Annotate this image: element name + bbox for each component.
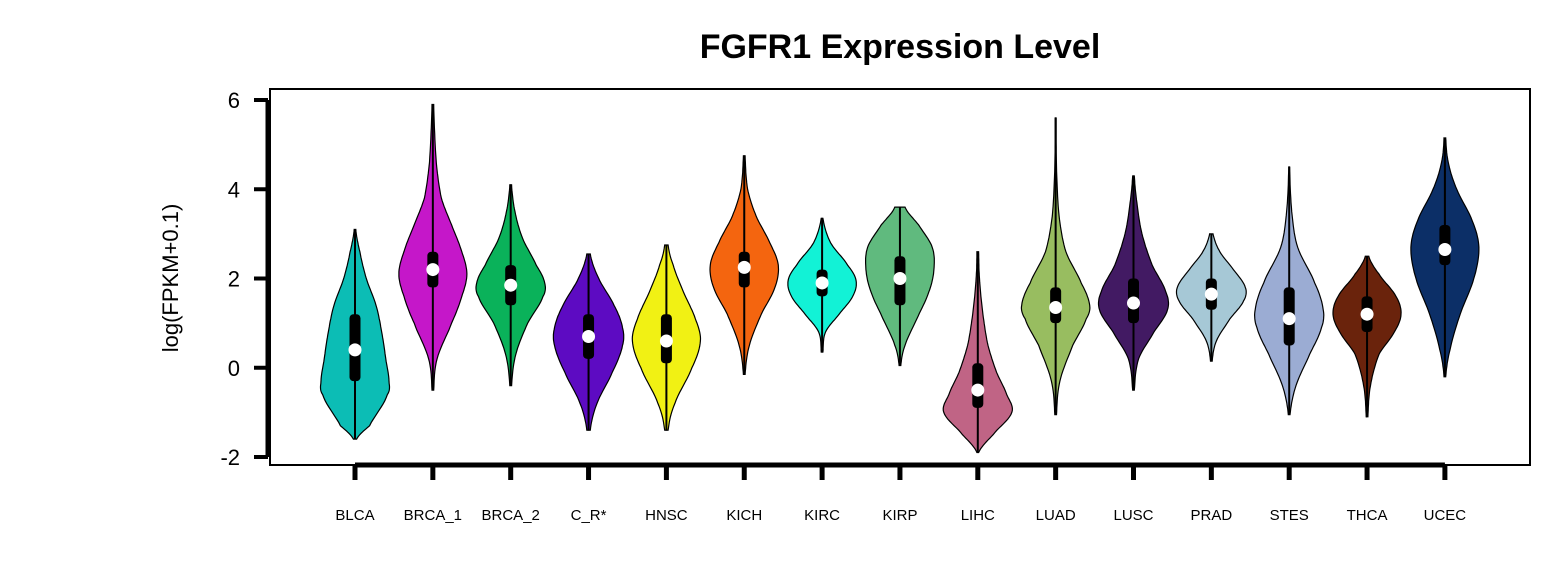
violin-brca-2 (475, 184, 546, 387)
x-tick-label: KIRP (882, 507, 917, 524)
violin-thca (1332, 255, 1402, 418)
x-tick-label: HNSC (645, 507, 688, 524)
x-tick-label: THCA (1347, 507, 1388, 524)
chart-title: FGFR1 Expression Level (700, 28, 1101, 66)
x-tick-label: LUAD (1036, 507, 1076, 524)
violin-median-dot (893, 272, 907, 285)
violin-median-dot (426, 263, 440, 277)
violin-median-dot (1282, 312, 1296, 326)
violin-median-dot (582, 330, 596, 344)
violin-median-dot (659, 334, 673, 348)
violin-kirp (865, 206, 935, 367)
violin-lusc (1097, 175, 1170, 391)
violin-luad (1020, 117, 1091, 416)
violin-ucec (1410, 137, 1480, 378)
y-axis-label: log(FPKM+0.1) (158, 204, 183, 353)
violins-group (319, 103, 1480, 454)
x-tick-label: BRCA_1 (404, 507, 462, 524)
x-tick-label: PRAD (1191, 507, 1233, 524)
violin-median-dot (971, 383, 985, 397)
violin-median-dot (1204, 287, 1218, 301)
x-tick-label: LUSC (1113, 507, 1153, 524)
violin-hnsc (631, 244, 702, 431)
violin-kich (709, 155, 780, 376)
violin-lihc (942, 251, 1014, 454)
violin-median-dot (504, 278, 518, 292)
y-tick-label: -2 (220, 445, 240, 470)
violin-stes (1253, 166, 1325, 416)
x-tick-label: BLCA (335, 507, 374, 524)
violin-c-r- (552, 253, 625, 431)
x-tick-label: KICH (726, 507, 762, 524)
violin-median-dot (348, 343, 362, 357)
x-tick-label: STES (1270, 507, 1309, 524)
x-tick-label: BRCA_2 (482, 507, 540, 524)
x-tick-label: C_R* (571, 507, 607, 524)
x-axis: BLCA BRCA_1 BRCA_2 C_R* HNSC KICH KIRC KIRP LIHC… (335, 462, 1467, 524)
x-tick-label: LIHC (961, 507, 995, 524)
violin-median-dot (1360, 307, 1374, 321)
y-axis: -2 0 2 4 6 (220, 88, 271, 470)
y-tick-label: 6 (228, 88, 240, 113)
x-tick-label: KIRC (804, 507, 840, 524)
violin-brca-1 (398, 103, 468, 391)
violin-prad (1175, 233, 1247, 362)
y-tick-label: 2 (228, 267, 240, 292)
x-tick-label: UCEC (1424, 507, 1467, 524)
violin-blca (319, 228, 391, 440)
violin-median-dot (737, 260, 751, 274)
y-tick-label: 4 (228, 177, 240, 202)
violin-median-dot (1127, 296, 1140, 310)
violin-median-dot (1438, 242, 1452, 256)
violin-kirc (787, 217, 857, 353)
violin-median-dot (1049, 301, 1063, 315)
violin-median-dot (815, 276, 829, 290)
y-tick-label: 0 (228, 356, 240, 381)
